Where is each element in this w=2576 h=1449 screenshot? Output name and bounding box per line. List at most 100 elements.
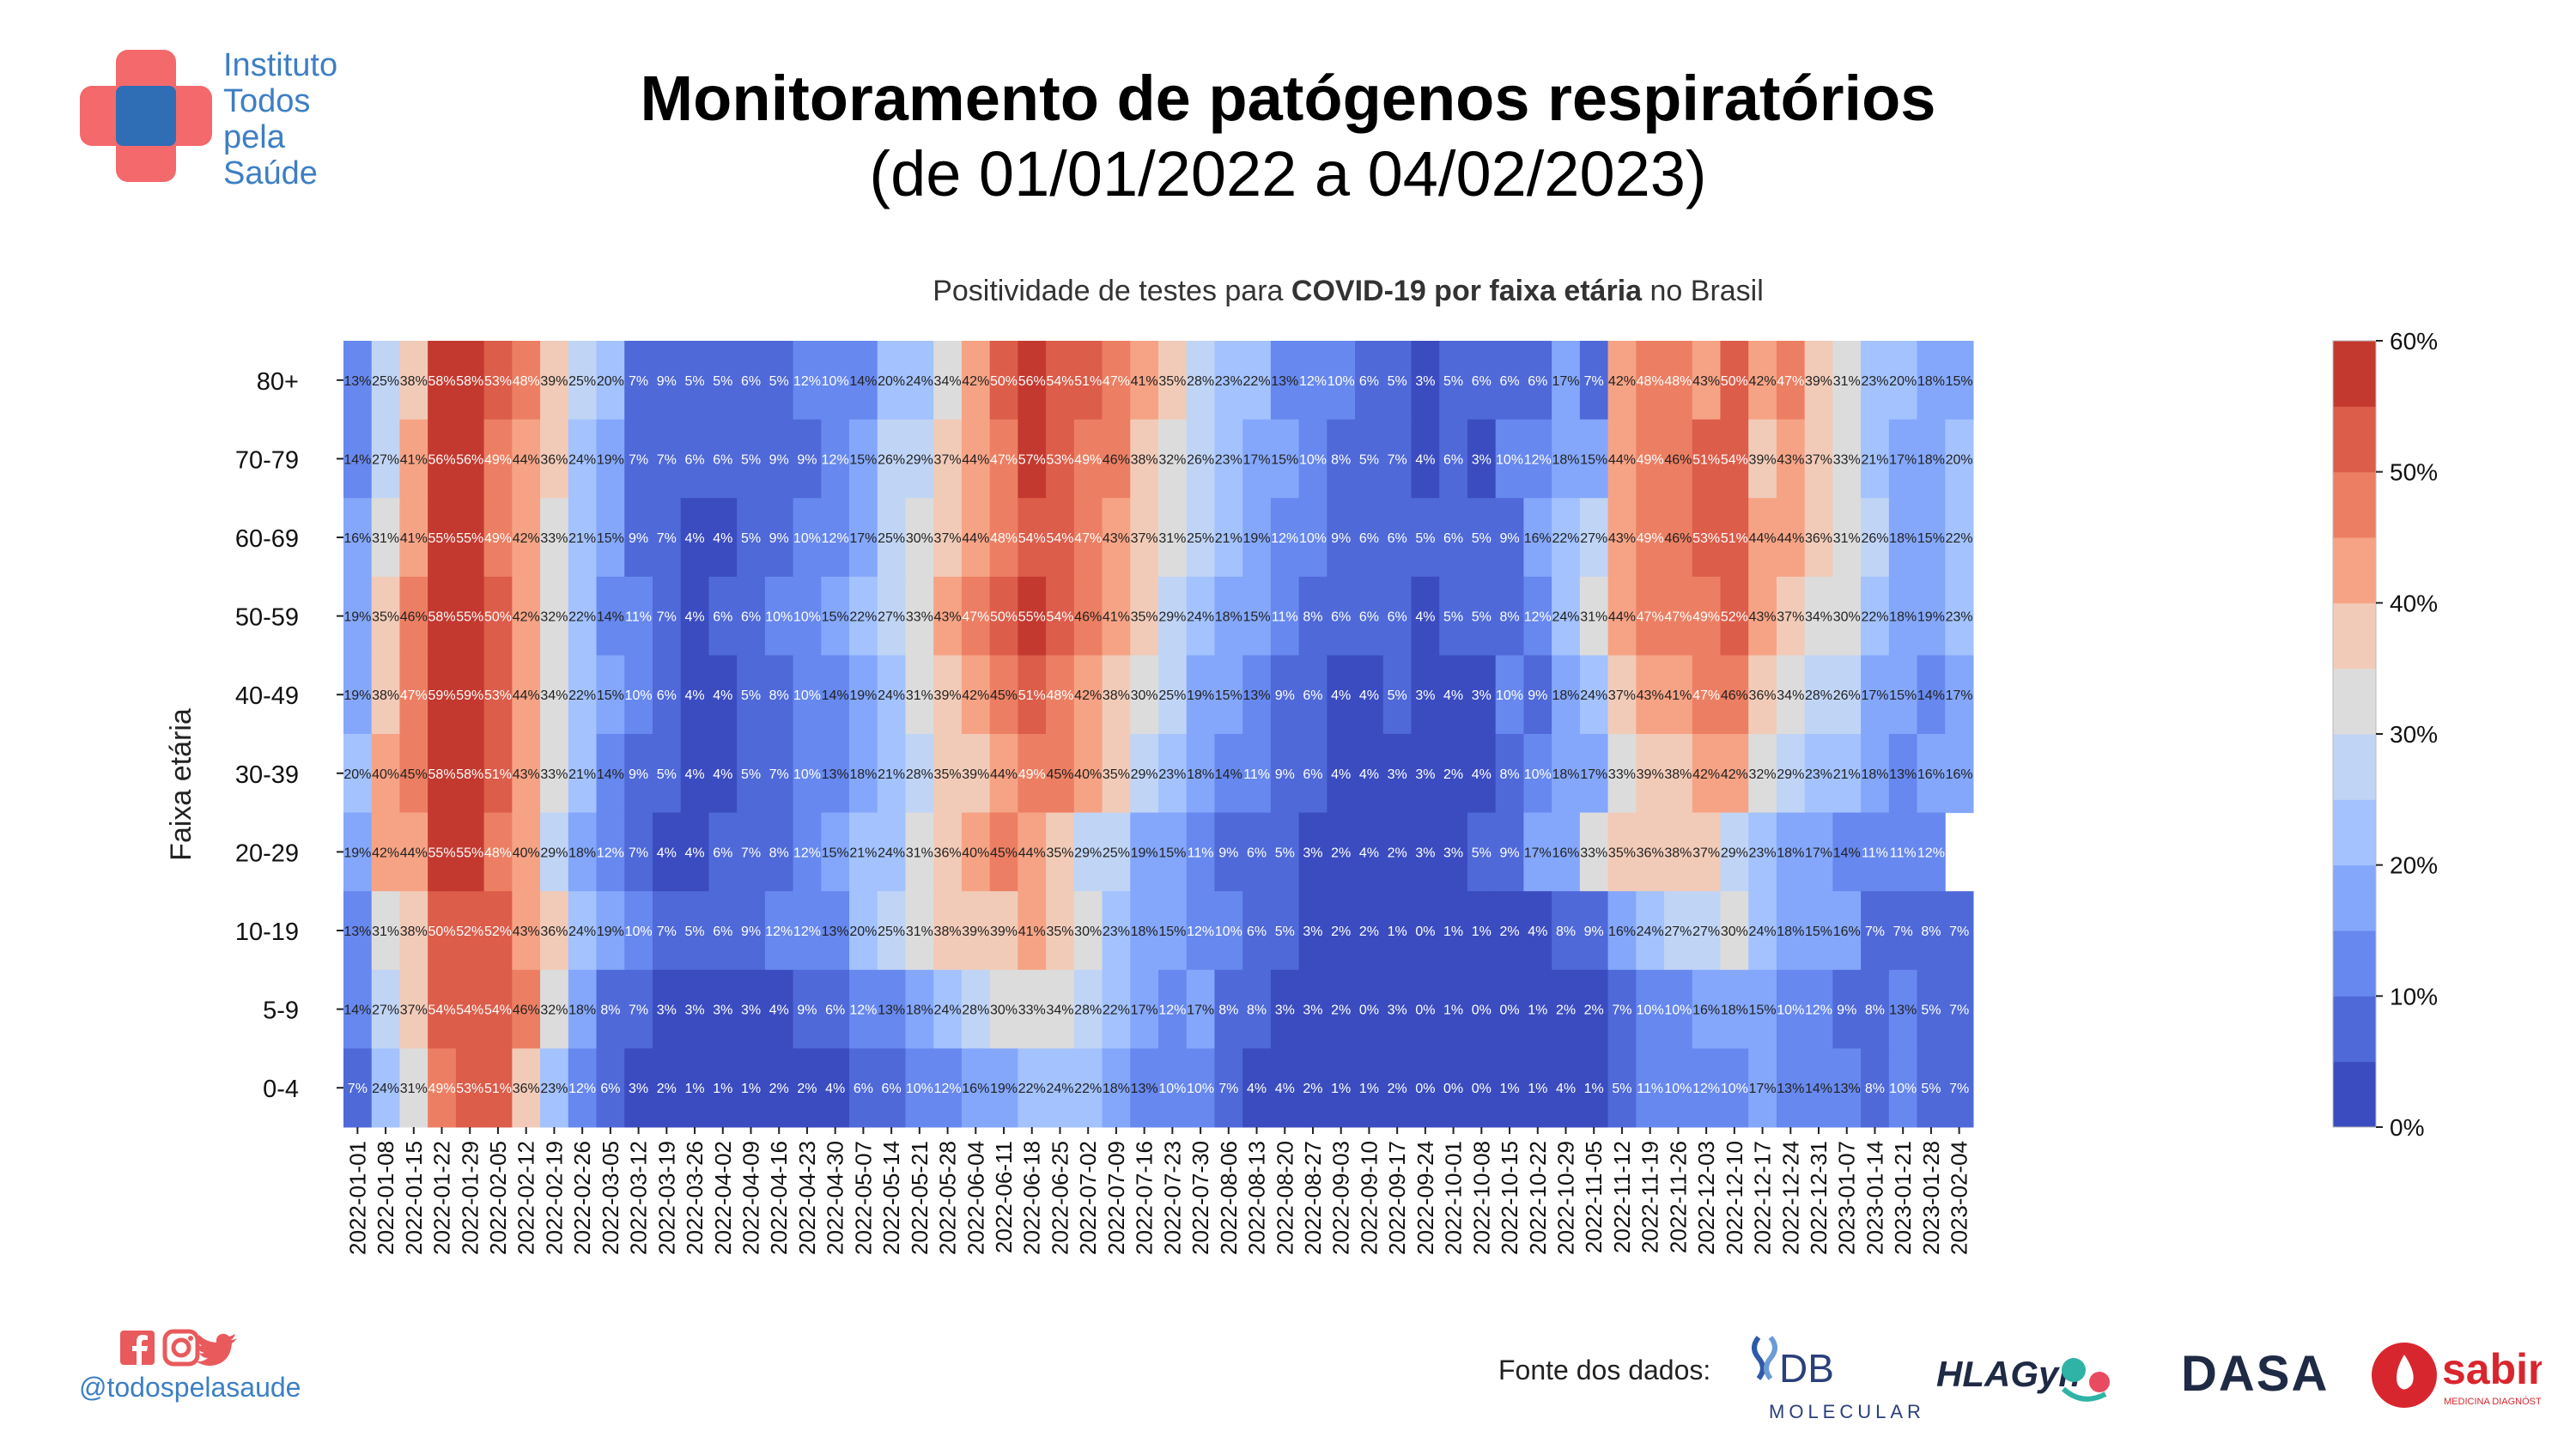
heatmap-cell xyxy=(989,341,1018,421)
cell-value-label: 25% xyxy=(1103,846,1130,860)
heatmap-cell xyxy=(1495,419,1524,499)
heatmap-cell xyxy=(1552,419,1581,499)
heatmap-cell xyxy=(1888,1048,1918,1128)
cell-value-label: 4% xyxy=(1528,925,1547,939)
heatmap-cell xyxy=(428,341,457,421)
x-tick-label: 2022-02-19 xyxy=(541,1141,567,1255)
heatmap-cell xyxy=(1214,419,1243,499)
heatmap-cell xyxy=(708,655,738,735)
heatmap-cell xyxy=(1692,969,1721,1049)
heatmap-cell xyxy=(1804,498,1833,578)
cell-value-label: 41% xyxy=(400,531,428,546)
cell-value-label: 16% xyxy=(1833,925,1861,939)
cell-value-label: 12% xyxy=(1805,1003,1832,1018)
cell-value-label: 20% xyxy=(343,767,371,782)
cell-value-label: 59% xyxy=(456,688,483,703)
cell-value-label: 39% xyxy=(540,374,568,389)
cell-value-label: 21% xyxy=(1215,531,1242,546)
heatmap-cell xyxy=(905,341,934,421)
cell-value-label: 20% xyxy=(597,374,624,389)
x-tick-label: 2022-05-07 xyxy=(850,1141,876,1255)
cell-value-label: 41% xyxy=(400,452,428,467)
x-tick-label: 2022-02-05 xyxy=(485,1141,511,1255)
colorbar-segment xyxy=(2333,864,2376,931)
cell-value-label: 29% xyxy=(1721,846,1748,860)
heatmap-cell xyxy=(1664,419,1693,499)
heatmap-cell xyxy=(540,498,569,578)
heatmap-cell xyxy=(1018,576,1047,656)
cell-value-label: 3% xyxy=(1415,374,1435,389)
heatmap-cell xyxy=(1186,498,1215,578)
heatmap-cell xyxy=(1130,341,1159,421)
y-tick-label: 50-59 xyxy=(235,604,299,632)
heatmap-cell xyxy=(483,734,513,814)
cell-value-label: 4% xyxy=(713,688,732,703)
heatmap-cell xyxy=(596,812,625,892)
heatmap-cell xyxy=(399,969,428,1049)
heatmap-cell xyxy=(512,734,541,814)
social-handle[interactable]: @todospelasaude xyxy=(79,1372,301,1403)
cell-value-label: 5% xyxy=(741,767,761,782)
heatmap-cell xyxy=(1411,1048,1440,1128)
cell-value-label: 55% xyxy=(456,610,483,625)
cell-value-label: 8% xyxy=(1499,767,1519,782)
heatmap-cell xyxy=(428,1048,457,1128)
logo-text: Instituto Todos pela Saúde xyxy=(223,47,337,191)
cell-value-label: 7% xyxy=(348,1082,368,1096)
heatmap-cell xyxy=(343,655,373,735)
cell-value-label: 12% xyxy=(822,452,849,467)
cell-value-label: 54% xyxy=(1046,374,1073,389)
cell-value-label: 54% xyxy=(484,1003,512,1018)
cell-value-label: 2% xyxy=(1443,767,1463,782)
heatmap-cell xyxy=(1186,891,1215,971)
facebook-icon[interactable] xyxy=(120,1331,155,1365)
cell-value-label: 18% xyxy=(849,767,877,782)
twitter-icon[interactable] xyxy=(196,1333,237,1366)
x-tick-label: 2022-07-16 xyxy=(1132,1141,1157,1255)
cell-value-label: 7% xyxy=(1949,925,1969,939)
cell-value-label: 14% xyxy=(1917,688,1945,703)
cell-value-label: 37% xyxy=(400,1003,428,1018)
cell-value-label: 42% xyxy=(962,688,989,703)
cell-value-label: 39% xyxy=(990,925,1018,939)
cell-value-label: 9% xyxy=(769,531,789,546)
heatmap-cell xyxy=(1382,655,1413,735)
cell-value-label: 17% xyxy=(1524,846,1552,860)
cell-value-label: 31% xyxy=(1833,374,1861,389)
logo-line: pela xyxy=(223,119,285,155)
heatmap-cell xyxy=(1832,969,1862,1049)
cell-value-label: 18% xyxy=(1889,531,1917,546)
heatmap-cell xyxy=(1298,341,1327,421)
heatmap-cell xyxy=(1832,576,1862,656)
heatmap-cell xyxy=(540,812,569,892)
heatmap-cell xyxy=(737,498,766,578)
y-tick-label: 5-9 xyxy=(263,997,299,1025)
cell-value-label: 10% xyxy=(1721,1082,1748,1096)
heatmap-cell xyxy=(596,576,625,656)
cell-value-label: 0% xyxy=(1499,1003,1519,1018)
heatmap-cell xyxy=(399,655,428,735)
cell-value-label: 1% xyxy=(1584,1082,1604,1096)
cell-value-label: 6% xyxy=(1359,374,1379,389)
heatmap-cell xyxy=(1495,891,1524,971)
x-tick-label: 2022-01-01 xyxy=(344,1141,370,1255)
heatmap-cell xyxy=(1579,734,1609,814)
cell-value-label: 29% xyxy=(540,846,568,860)
heatmap-cell xyxy=(989,655,1018,735)
heatmap-cell xyxy=(961,419,991,499)
heatmap-cell xyxy=(905,891,934,971)
heatmap-cell xyxy=(1046,655,1075,735)
cell-value-label: 1% xyxy=(1472,925,1492,939)
cell-value-label: 6% xyxy=(1443,531,1463,546)
heatmap-cell xyxy=(1270,969,1300,1049)
cell-value-label: 32% xyxy=(540,1003,568,1018)
cell-value-label: 49% xyxy=(1637,452,1664,467)
cell-value-label: 35% xyxy=(1046,925,1073,939)
heatmap-cell xyxy=(680,1048,709,1128)
instagram-icon[interactable] xyxy=(162,1329,200,1367)
logo: Instituto Todos pela Saúde xyxy=(77,47,386,191)
cell-value-label: 18% xyxy=(1777,925,1804,939)
heatmap-cell xyxy=(1495,734,1524,814)
heatmap-cell xyxy=(1748,891,1777,971)
heatmap-cell xyxy=(1692,891,1721,971)
